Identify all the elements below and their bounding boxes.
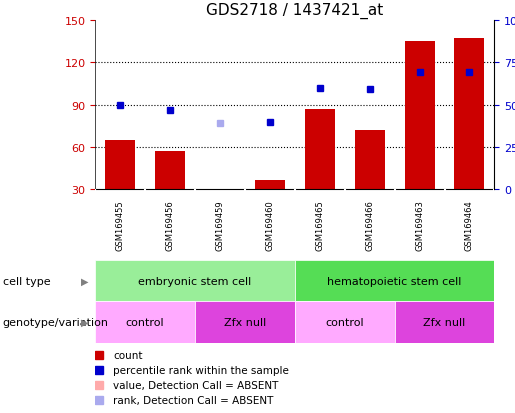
Text: Zfx null: Zfx null <box>224 317 266 327</box>
Bar <box>155 152 185 190</box>
Bar <box>255 180 285 190</box>
Text: rank, Detection Call = ABSENT: rank, Detection Call = ABSENT <box>113 395 273 405</box>
Bar <box>394 301 494 343</box>
Text: hematopoietic stem cell: hematopoietic stem cell <box>328 276 462 286</box>
Text: ▶: ▶ <box>81 317 89 327</box>
Text: Zfx null: Zfx null <box>423 317 466 327</box>
Text: value, Detection Call = ABSENT: value, Detection Call = ABSENT <box>113 380 279 390</box>
Bar <box>305 109 335 190</box>
Text: cell type: cell type <box>3 276 50 286</box>
Text: count: count <box>113 350 143 360</box>
Bar <box>95 301 195 343</box>
Bar <box>195 301 295 343</box>
Text: GSM169459: GSM169459 <box>215 200 225 250</box>
Text: GSM169464: GSM169464 <box>465 200 474 250</box>
Text: control: control <box>126 317 164 327</box>
Bar <box>105 140 135 190</box>
Text: percentile rank within the sample: percentile rank within the sample <box>113 365 289 375</box>
Text: embryonic stem cell: embryonic stem cell <box>139 276 252 286</box>
Bar <box>405 42 435 190</box>
Bar <box>355 131 385 190</box>
Text: GSM169465: GSM169465 <box>315 200 324 250</box>
Bar <box>455 39 485 190</box>
Text: genotype/variation: genotype/variation <box>3 317 109 327</box>
Text: GSM169456: GSM169456 <box>166 200 175 250</box>
Text: ▶: ▶ <box>81 276 89 286</box>
Bar <box>295 260 494 301</box>
Title: GDS2718 / 1437421_at: GDS2718 / 1437421_at <box>206 3 384 19</box>
Bar <box>95 260 295 301</box>
Text: GSM169466: GSM169466 <box>365 200 374 250</box>
Text: GSM169460: GSM169460 <box>265 200 274 250</box>
Text: GSM169455: GSM169455 <box>116 200 125 250</box>
Text: GSM169463: GSM169463 <box>415 200 424 250</box>
Text: control: control <box>325 317 364 327</box>
Bar <box>295 301 394 343</box>
